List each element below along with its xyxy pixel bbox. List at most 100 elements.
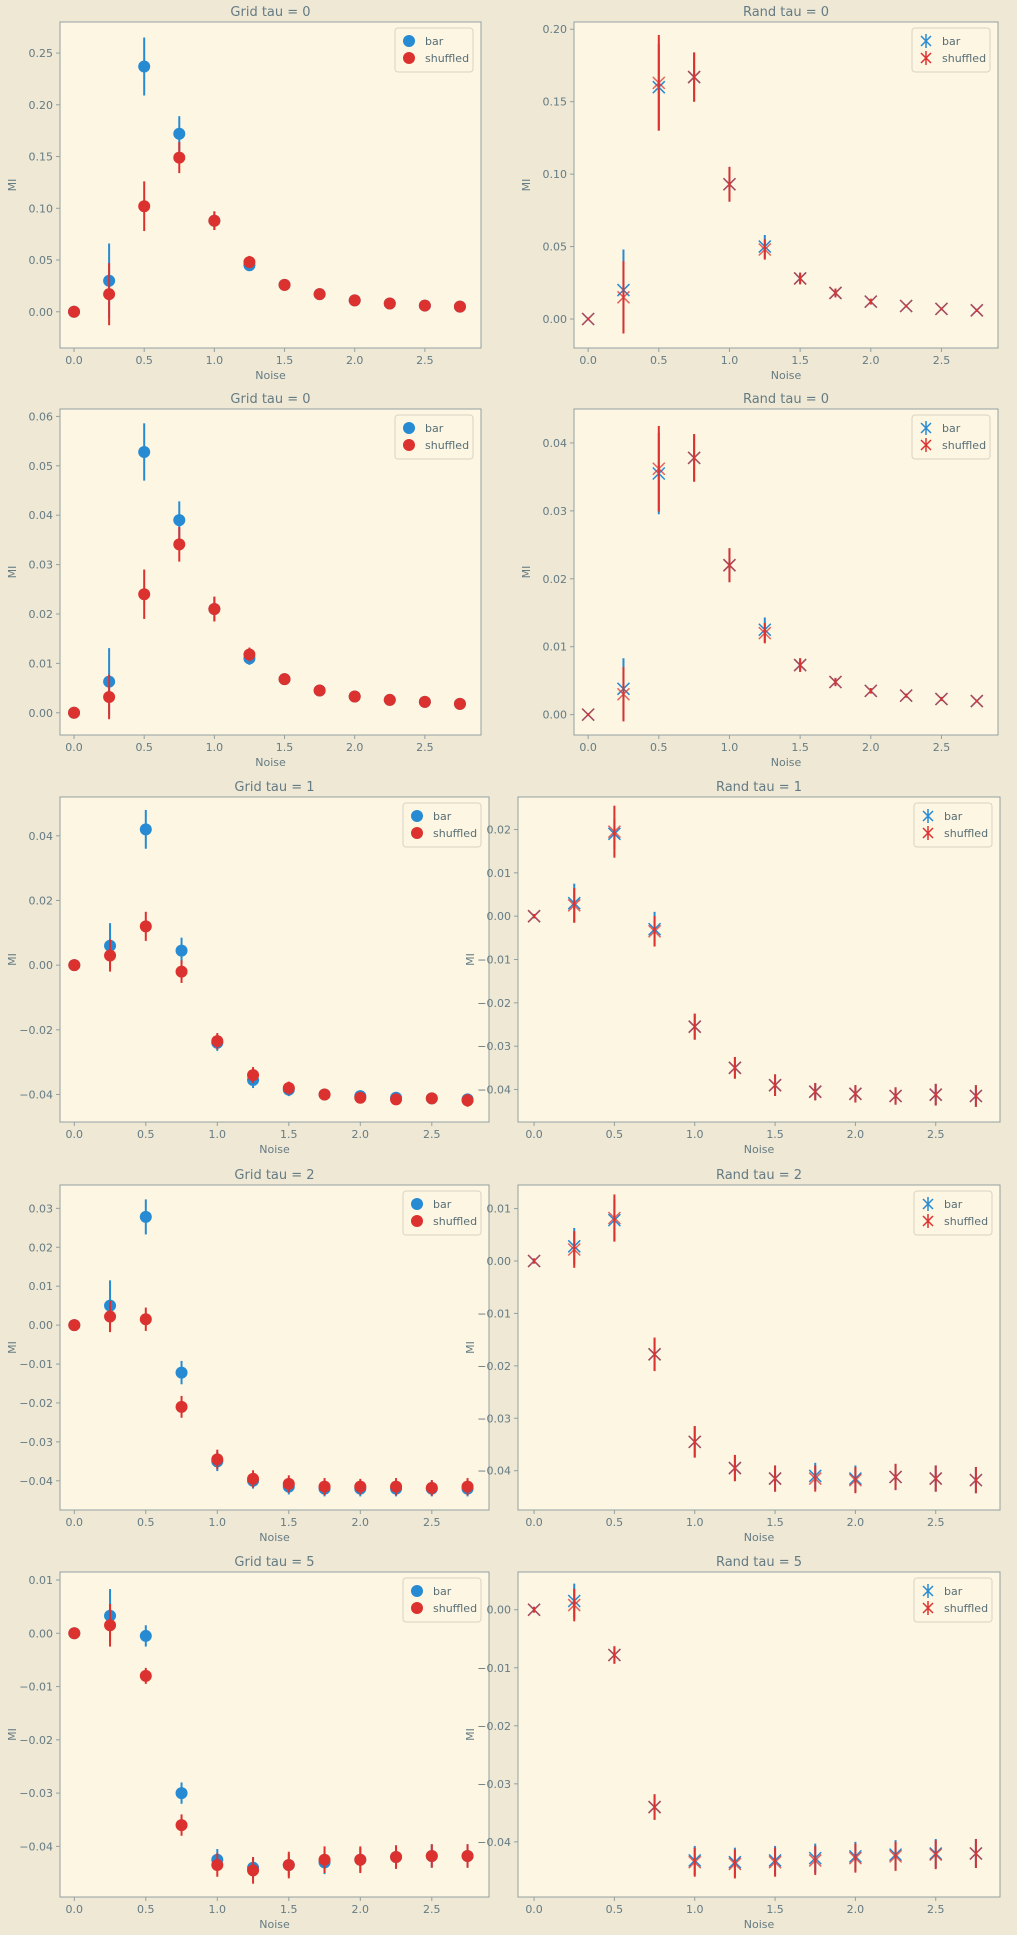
data-point bbox=[616, 290, 630, 304]
legend: bar shuffled bbox=[394, 27, 474, 73]
legend-marker bbox=[920, 35, 932, 47]
x-tick-label: 0.5 bbox=[137, 1903, 155, 1916]
legend-box bbox=[913, 1577, 993, 1623]
legend-marker bbox=[922, 1215, 934, 1227]
data-point bbox=[728, 1461, 742, 1475]
plot-area bbox=[60, 1185, 489, 1510]
y-axis-label: MI bbox=[520, 566, 533, 579]
subplot-6: Grid tau = 2 0.0 0.5 1.0 1.5 2.0 2.5 −0.04 −0.03… bbox=[2, 1163, 495, 1546]
x-tick-label: 0.0 bbox=[66, 1128, 84, 1141]
chart-svg: Rand tau = 1 0.0 0.5 1.0 1.5 2.0 2.5 −0.04 −0.03… bbox=[464, 780, 1001, 1156]
data-point bbox=[318, 1480, 331, 1493]
data-point bbox=[758, 242, 772, 257]
data-point bbox=[425, 1092, 438, 1105]
legend-marker bbox=[403, 439, 415, 451]
x-tick-label: 2.5 bbox=[416, 741, 434, 754]
series-shuffled bbox=[527, 1588, 983, 1879]
data-point bbox=[607, 825, 621, 839]
chart-svg: Rand tau = 5 0.0 0.5 1.0 1.5 2.0 2.5 −0.04 −0.03… bbox=[464, 1555, 1001, 1931]
legend-marker bbox=[403, 35, 415, 47]
x-tick-label: 2.0 bbox=[847, 1516, 865, 1529]
data-point bbox=[68, 1627, 81, 1640]
data-point bbox=[104, 1310, 117, 1323]
y-tick-label: 0.00 bbox=[487, 910, 512, 923]
chart-svg: Rand tau = 2 0.0 0.5 1.0 1.5 2.0 2.5 −0.04 −0.03… bbox=[464, 1168, 1001, 1544]
x-tick-label: 2.5 bbox=[927, 1128, 945, 1141]
data-point bbox=[808, 1085, 822, 1099]
x-axis-label: Noise bbox=[255, 756, 286, 769]
data-point bbox=[68, 959, 81, 972]
legend-label: shuffled bbox=[944, 1215, 988, 1228]
chart-title: Grid tau = 2 bbox=[234, 1168, 314, 1183]
x-tick-label: 2.5 bbox=[927, 1903, 945, 1916]
data-point bbox=[929, 1472, 943, 1486]
data-point bbox=[934, 692, 948, 706]
legend-label: shuffled bbox=[944, 1602, 988, 1615]
data-point bbox=[418, 695, 431, 708]
x-tick-label: 2.5 bbox=[933, 741, 951, 754]
y-tick-label: 0.02 bbox=[543, 573, 568, 586]
data-point bbox=[139, 920, 152, 933]
chart-title: Grid tau = 0 bbox=[230, 5, 310, 20]
y-tick-label: 0.05 bbox=[29, 254, 54, 267]
data-point bbox=[929, 1848, 943, 1862]
y-tick-label: −0.04 bbox=[19, 1475, 53, 1488]
x-tick-label: 0.5 bbox=[137, 1128, 155, 1141]
chart-title: Grid tau = 0 bbox=[230, 392, 310, 407]
axes-frame bbox=[59, 21, 482, 349]
data-point bbox=[282, 1859, 295, 1872]
data-point bbox=[173, 514, 186, 527]
data-point bbox=[889, 1849, 903, 1863]
data-point bbox=[175, 944, 188, 957]
data-point bbox=[758, 626, 772, 640]
y-tick-label: −0.02 bbox=[477, 1720, 511, 1733]
legend-label: shuffled bbox=[942, 52, 986, 65]
x-axis-label: Noise bbox=[259, 1143, 290, 1156]
x-tick-label: 1.5 bbox=[280, 1516, 298, 1529]
x-axis-label: Noise bbox=[744, 1918, 775, 1931]
legend-marker bbox=[403, 52, 415, 64]
y-axis-label: MI bbox=[6, 179, 19, 192]
data-point bbox=[208, 214, 221, 227]
data-point bbox=[688, 1435, 702, 1449]
series-shuffled bbox=[581, 425, 984, 722]
x-tick-label: 2.0 bbox=[346, 741, 364, 754]
y-tick-label: −0.04 bbox=[477, 1836, 511, 1849]
chart-title: Rand tau = 2 bbox=[716, 1168, 802, 1183]
data-point bbox=[318, 1853, 331, 1866]
chart-title: Rand tau = 0 bbox=[743, 392, 829, 407]
data-point bbox=[318, 1088, 331, 1101]
x-tick-label: 0.5 bbox=[606, 1128, 624, 1141]
x-tick-label: 0.0 bbox=[65, 741, 83, 754]
series-shuffled bbox=[527, 1194, 983, 1494]
plot-area bbox=[60, 22, 481, 348]
y-tick-label: 0.20 bbox=[29, 99, 54, 112]
y-tick-label: 0.00 bbox=[29, 306, 54, 319]
y-tick-label: 0.00 bbox=[543, 313, 568, 326]
data-point bbox=[616, 687, 630, 701]
chart-title: Grid tau = 5 bbox=[234, 1555, 314, 1570]
x-tick-label: 1.0 bbox=[209, 1903, 227, 1916]
data-point bbox=[383, 297, 396, 310]
series-shuffled bbox=[68, 527, 466, 720]
data-point bbox=[567, 1242, 581, 1257]
data-point bbox=[527, 1254, 541, 1268]
y-tick-label: 0.04 bbox=[29, 830, 54, 843]
x-tick-label: 1.5 bbox=[280, 1903, 298, 1916]
data-point bbox=[139, 1313, 152, 1326]
data-point bbox=[354, 1091, 367, 1104]
y-tick-label: 0.01 bbox=[29, 1280, 54, 1293]
data-point bbox=[687, 451, 701, 465]
x-tick-label: 0.0 bbox=[525, 1903, 543, 1916]
data-point bbox=[243, 648, 256, 661]
y-tick-label: −0.04 bbox=[477, 1465, 511, 1478]
x-tick-label: 1.5 bbox=[766, 1128, 784, 1141]
subplot-0: Grid tau = 0 0.0 0.5 1.0 1.5 2.0 2.5 0.00 0.05 0.… bbox=[2, 0, 487, 384]
x-tick-label: 0.0 bbox=[66, 1516, 84, 1529]
x-tick-label: 1.0 bbox=[686, 1128, 704, 1141]
legend-label: bar bbox=[944, 1198, 963, 1211]
axes-frame bbox=[517, 796, 1001, 1123]
data-point bbox=[864, 295, 878, 309]
y-tick-label: 0.20 bbox=[543, 23, 568, 36]
data-point bbox=[138, 200, 151, 213]
